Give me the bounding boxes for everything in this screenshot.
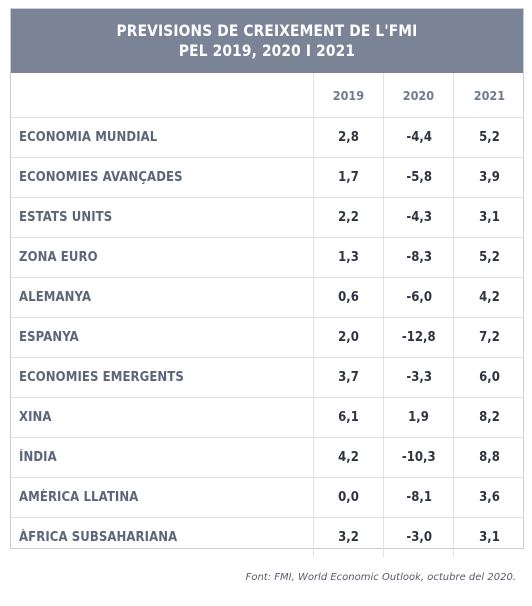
value-cell: 1,9 (383, 397, 454, 438)
value-cell: 4,2 (313, 437, 384, 478)
row-label: ÍNDIA (11, 437, 314, 478)
value-cell: -6,0 (383, 277, 454, 318)
value-cell: 5,2 (453, 237, 524, 278)
forecast-table-card: PREVISIONS DE CREIXEMENT DE L'FMI PEL 20… (10, 8, 524, 557)
value-cell: 2,2 (313, 197, 384, 238)
table-title-bar: PREVISIONS DE CREIXEMENT DE L'FMI PEL 20… (11, 9, 523, 73)
value-cell: 3,1 (453, 517, 524, 557)
row-label: ÀFRICA SUBSAHARIANA (19, 530, 178, 545)
value-cell: 6,0 (453, 357, 524, 398)
value-cell: 0,0 (313, 477, 384, 518)
value-cell: -4,3 (383, 197, 454, 238)
table-row: ÍNDIA 4,2 -10,3 8,8 (11, 437, 524, 478)
row-label: ECONOMIA MUNDIAL (11, 117, 314, 158)
column-header-2021: 2021 (453, 73, 524, 118)
table-row: ESTATS UNITS 2,2 -4,3 3,1 (11, 197, 524, 238)
value-cell: 3,9 (453, 157, 524, 198)
value-cell: -8,1 (383, 477, 454, 518)
table-row: ECONOMIES AVANÇADES 1,7 -5,8 3,9 (11, 157, 524, 198)
value-cell: -3,3 (383, 357, 454, 398)
value-cell: 3,2 (313, 517, 384, 557)
row-label: ESTATS UNITS (11, 197, 314, 238)
row-label: AMÈRICA LLATINA (11, 477, 314, 518)
value-cell: 1,3 (313, 237, 384, 278)
source-note: Font: FMI, World Economic Outlook, octub… (245, 572, 516, 583)
row-label: ECONOMIES AVANÇADES (11, 157, 314, 198)
row-label: ALEMANYA (11, 277, 314, 318)
table-row: ALEMANYA 0,6 -6,0 4,2 (11, 277, 524, 318)
header-blank-cell (11, 73, 314, 118)
value-cell: 2,8 (313, 117, 384, 158)
table-row: ECONOMIES EMERGENTS 3,7 -3,3 6,0 (11, 357, 524, 398)
column-header-2019: 2019 (313, 73, 384, 118)
table-row: ECONOMIA MUNDIAL 2,8 -4,4 5,2 (11, 117, 524, 158)
header-row: 2019 2020 2021 (11, 73, 524, 118)
value-cell: 3,6 (453, 477, 524, 518)
value-cell: 2,0 (313, 317, 384, 358)
value-cell: 4,2 (453, 277, 524, 318)
value-cell: 7,2 (453, 317, 524, 358)
value-cell: 3,7 (313, 357, 384, 398)
value-cell: 8,8 (453, 437, 524, 478)
value-cell: -8,3 (383, 237, 454, 278)
table-row: XINA 6,1 1,9 8,2 (11, 397, 524, 438)
growth-forecast-table: 2019 2020 2021 ECONOMIA MUNDIAL 2,8 -4,4… (11, 73, 524, 557)
value-cell: 5,2 (453, 117, 524, 158)
value-cell: 6,1 (313, 397, 384, 438)
value-cell: -5,8 (383, 157, 454, 198)
table-row: AMÈRICA LLATINA 0,0 -8,1 3,6 (11, 477, 524, 518)
value-cell: -3,0 (383, 517, 454, 557)
value-cell: 8,2 (453, 397, 524, 438)
value-cell: -10,3 (383, 437, 454, 478)
table-title-line-1: PREVISIONS DE CREIXEMENT DE L'FMI (116, 21, 418, 40)
row-label: XINA (11, 397, 314, 438)
value-cell: -12,8 (383, 317, 454, 358)
value-cell: -4,4 (383, 117, 454, 158)
row-label: ZONA EURO (11, 237, 314, 278)
column-header-2020: 2020 (383, 73, 454, 118)
value-cell: 1,7 (313, 157, 384, 198)
row-label: ECONOMIES EMERGENTS (11, 357, 314, 398)
table-row: ZONA EURO 1,3 -8,3 5,2 (11, 237, 524, 278)
value-cell: 0,6 (313, 277, 384, 318)
table-row: ÀFRICA SUBSAHARIANA 3,2 -3,0 3,1 (11, 517, 524, 557)
row-label: ESPANYA (11, 317, 314, 358)
table-title-line-2: PEL 2019, 2020 I 2021 (178, 41, 356, 60)
table-row: ESPANYA 2,0 -12,8 7,2 (11, 317, 524, 358)
value-cell: 3,1 (453, 197, 524, 238)
